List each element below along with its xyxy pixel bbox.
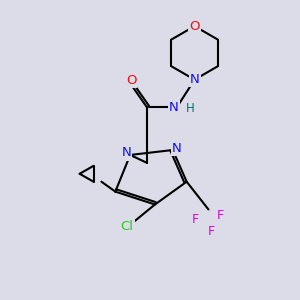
Text: O: O <box>189 20 200 33</box>
Text: N: N <box>172 142 182 154</box>
Text: F: F <box>217 209 224 222</box>
Text: N: N <box>190 73 200 86</box>
Text: N: N <box>169 101 179 114</box>
Text: F: F <box>208 225 215 238</box>
Text: O: O <box>126 74 136 87</box>
Text: H: H <box>186 102 194 115</box>
Text: F: F <box>192 213 199 226</box>
Text: Cl: Cl <box>121 220 134 233</box>
Text: N: N <box>121 146 131 160</box>
